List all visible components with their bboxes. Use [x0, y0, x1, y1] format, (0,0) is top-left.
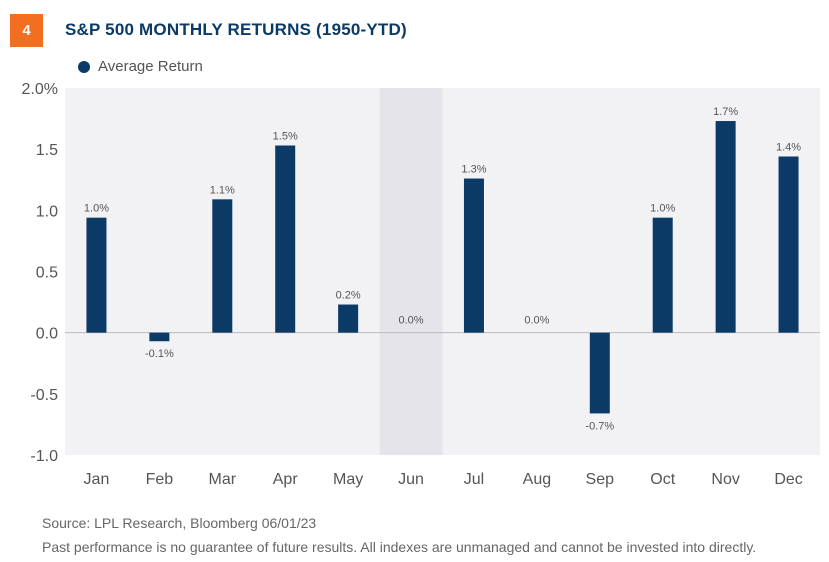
y-tick-label: 0.0: [36, 326, 58, 343]
bar-may: [338, 304, 359, 333]
y-tick-label: 1.5: [36, 142, 58, 159]
x-tick-label: Jul: [464, 471, 484, 488]
x-tick-label: Feb: [146, 471, 174, 488]
chart-title: S&P 500 MONTHLY RETURNS (1950-YTD): [65, 20, 407, 39]
bar-oct: [652, 217, 673, 333]
x-tick-label: Jan: [84, 471, 110, 488]
data-label: 1.5%: [273, 130, 298, 142]
data-label: -0.1%: [145, 348, 174, 360]
bar-dec: [778, 156, 799, 333]
legend-dot-icon: [78, 60, 90, 73]
x-tick-label: Nov: [711, 471, 739, 488]
y-tick-label: 1.0: [36, 203, 58, 220]
bar-jul: [463, 178, 484, 333]
data-label: 0.0%: [524, 315, 549, 327]
y-tick-label: 0.5: [36, 265, 58, 282]
x-tick-label: May: [333, 471, 363, 488]
disclaimer: Past performance is no guarantee of futu…: [42, 539, 757, 555]
data-label: 0.0%: [399, 315, 424, 327]
y-tick-label: -0.5: [30, 387, 58, 404]
data-label: 1.0%: [650, 203, 675, 215]
x-tick-label: Dec: [774, 471, 802, 488]
data-label: 1.4%: [776, 142, 801, 154]
data-label: 0.2%: [336, 290, 361, 302]
data-label: 1.0%: [84, 203, 109, 215]
bar-jan: [86, 217, 107, 333]
x-tick-label: Jun: [398, 471, 424, 488]
x-tick-label: Apr: [273, 471, 299, 488]
bar-mar: [212, 199, 233, 333]
data-label: 1.3%: [461, 164, 486, 176]
data-label: 1.7%: [713, 106, 738, 118]
y-tick-label: -1.0: [30, 448, 58, 465]
highlight-band: [379, 88, 443, 455]
x-tick-label: Aug: [523, 471, 551, 488]
bar-nov: [715, 121, 736, 333]
legend-label: Average Return: [98, 58, 203, 75]
y-tick-label: 2.0%: [22, 81, 58, 98]
legend: Average Return: [78, 58, 203, 75]
bar-sep: [589, 332, 610, 414]
chart-number-badge: 4: [10, 14, 43, 47]
source-note: Source: LPL Research, Bloomberg 06/01/23: [42, 515, 317, 531]
data-label: 1.1%: [210, 184, 235, 196]
bar-feb: [149, 332, 170, 342]
bar-apr: [275, 145, 296, 333]
x-tick-label: Mar: [209, 471, 237, 488]
data-label: -0.7%: [585, 420, 614, 432]
bar-chart: 2.0% 1.5 1.0 0.5 0.0 -0.5 -1.0 1.0% Jan -0.1% Feb 1…: [22, 81, 820, 488]
x-tick-label: Sep: [586, 471, 615, 488]
x-tick-label: Oct: [650, 471, 675, 488]
